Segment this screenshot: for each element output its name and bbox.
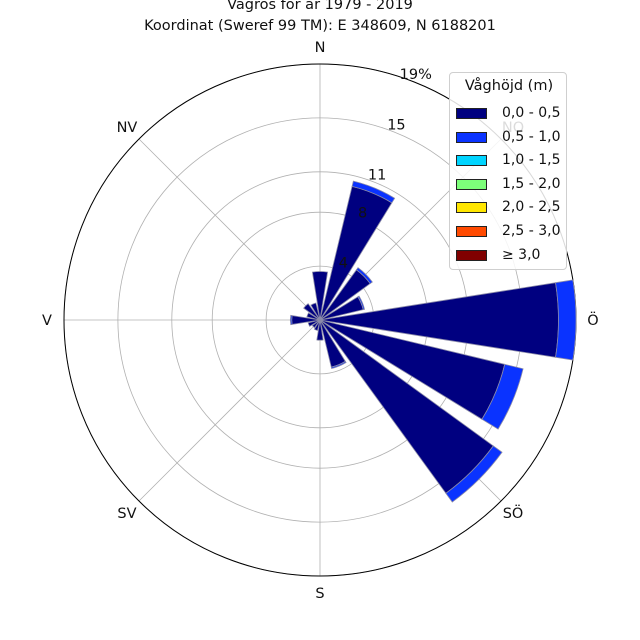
legend-swatch <box>456 178 487 190</box>
legend-item: 1,5 - 2,0 <box>456 175 566 194</box>
bar-sector-9-series-0 <box>313 319 321 331</box>
radial-tick-label-4: 19% <box>400 67 432 83</box>
legend-swatch <box>456 131 487 143</box>
legend-label: 2,0 - 2,5 <box>502 199 561 216</box>
legend-item: 2,5 - 3,0 <box>456 223 566 241</box>
legend-swatch <box>456 108 487 119</box>
legend-label: ≥ 3,0 <box>502 246 541 263</box>
direction-label-S: S <box>315 586 324 602</box>
legend-item: ≥ 3,0 <box>456 246 566 265</box>
bar-sector-6-series-1 <box>445 445 503 503</box>
legend-item: 1,0 - 1,5 <box>456 152 566 170</box>
direction-label-NV: NV <box>117 120 138 136</box>
radial-tick-label-1: 8 <box>358 205 367 221</box>
chart-title: Vågros för år 1979 - 2019 <box>227 0 413 13</box>
bar-sector-1-series-1 <box>351 180 396 204</box>
direction-label-O: Ö <box>587 311 598 329</box>
legend-swatch <box>456 202 487 214</box>
bar-sector-3-series-1 <box>357 295 366 311</box>
legend-label: 1,0 - 1,5 <box>502 152 561 169</box>
direction-label-V: V <box>42 313 52 329</box>
legend-swatch <box>456 155 487 167</box>
legend-item: 0,5 - 1,0 <box>456 128 566 147</box>
spoke-SV <box>138 319 321 502</box>
bar-sector-13-series-0 <box>306 312 321 321</box>
bar-sector-8-series-0 <box>316 319 324 341</box>
legend-label: 0,5 - 1,0 <box>502 128 561 145</box>
bar-sector-10-series-0 <box>311 319 321 329</box>
legend-label: 0,0 - 0,5 <box>502 105 561 121</box>
legend-swatch <box>456 226 487 237</box>
radial-tick-label-0: 4 <box>339 256 348 272</box>
bar-sector-5-series-1 <box>481 363 524 430</box>
bar-sector-14-series-0 <box>303 303 321 321</box>
chart-subtitle: Koordinat (Sweref 99 TM): E 348609, N 61… <box>144 18 496 34</box>
legend-item: 0,0 - 0,5 <box>456 105 566 123</box>
legend-swatch <box>456 249 487 261</box>
direction-label-SO: SÖ <box>503 504 524 522</box>
spoke-NV <box>138 138 321 321</box>
direction-label-SV: SV <box>117 506 136 522</box>
bar-sector-2-series-1 <box>355 267 373 285</box>
bar-sector-7-series-1 <box>330 360 347 369</box>
radial-tick-label-3: 15 <box>387 117 405 133</box>
legend-label: 1,5 - 2,0 <box>502 175 561 192</box>
legend-title: Våghöjd (m) <box>464 78 554 94</box>
bar-sector-12-series-1 <box>289 314 293 326</box>
bar-sector-11-series-0 <box>307 319 321 327</box>
bar-sector-4-series-1 <box>555 279 577 361</box>
legend-item: 2,0 - 2,5 <box>456 199 566 217</box>
direction-label-N: N <box>315 40 326 56</box>
bars-layer <box>289 180 577 503</box>
legend: Våghöjd (m) 0,0 - 0,5 0,5 - 1,0 1,0 - 1,5 1… <box>449 72 567 270</box>
bar-sector-15-series-0 <box>310 302 321 321</box>
legend-label: 2,5 - 3,0 <box>502 223 561 239</box>
radial-tick-label-2: 11 <box>368 168 386 184</box>
bar-sector-0-series-0 <box>311 271 329 321</box>
